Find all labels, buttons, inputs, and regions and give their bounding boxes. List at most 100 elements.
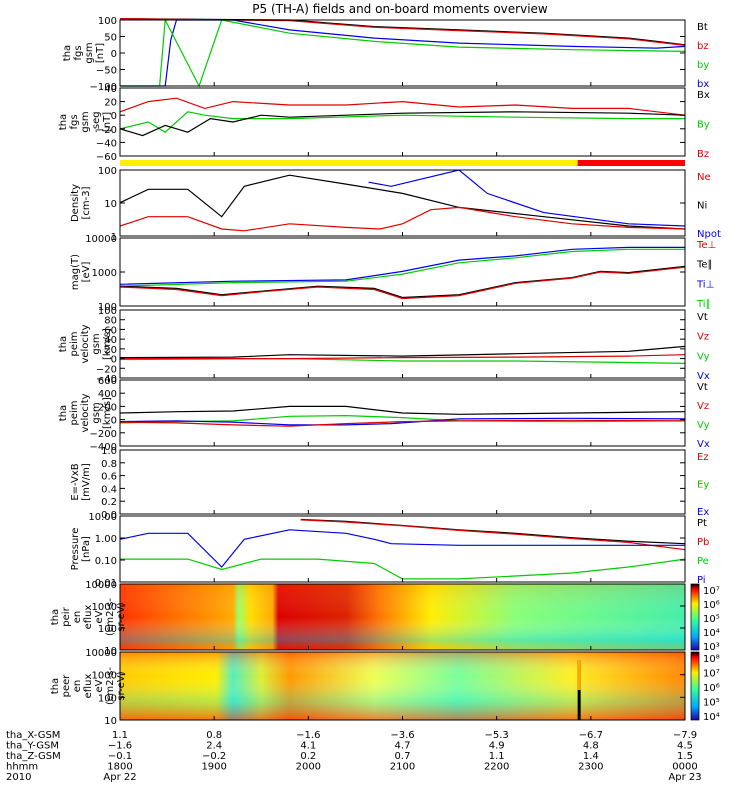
- x-tick-value: Apr 23: [668, 772, 701, 783]
- y-axis-label: [nT]: [95, 43, 106, 63]
- x-tick-value: 4.1: [300, 741, 316, 752]
- x-axis-labels: tha_X-GSMtha_Y-GSMtha_Z-GSMhhmm20101.1−1…: [6, 730, 702, 783]
- y-tick-label: 0.6: [101, 472, 117, 483]
- y-axis-label: Pressure: [70, 528, 81, 571]
- y-axis-label: peim: [69, 331, 80, 356]
- y-tick-label: −50: [96, 66, 117, 77]
- y-tick-label: −100: [90, 82, 117, 93]
- y-tick-label: 100: [98, 166, 117, 177]
- y-axis-label: tha: [50, 609, 61, 625]
- y-axis-label: peir: [61, 606, 72, 626]
- y-tick-label: −20: [96, 125, 117, 136]
- x-row-label: tha_Z-GSM: [6, 751, 61, 762]
- colorbar-label: 10⁴: [703, 628, 720, 639]
- y-tick-label: 0.4: [101, 484, 117, 495]
- y-tick-label: 10000: [85, 648, 117, 659]
- x-tick-value: 2300: [578, 762, 603, 773]
- series-pb: [300, 519, 686, 551]
- legend-0: Bx: [697, 90, 710, 101]
- legend-3: Pi: [697, 575, 706, 586]
- x-tick-value: 1.1: [489, 751, 505, 762]
- y-tick-label: 100: [98, 16, 117, 27]
- y-tick-label: 0.10: [95, 556, 117, 567]
- y-axis-label: [km/s]: [102, 397, 113, 429]
- y-axis-label: sr-eV): [116, 671, 127, 700]
- data-gap-stripe-top: [577, 660, 581, 690]
- legend-1: Vz: [697, 401, 709, 412]
- legend-2: Vy: [697, 420, 710, 431]
- status-bar-red: [577, 160, 685, 166]
- legend-1: Ey: [697, 480, 709, 491]
- legend-0: Bt: [697, 22, 708, 33]
- y-axis-label: eV: [94, 679, 105, 692]
- x-tick-value: 1.5: [677, 751, 693, 762]
- x-tick-value: 0000: [672, 762, 697, 773]
- y-tick-label: 10.00: [88, 512, 117, 523]
- legend-0: Te⊥: [696, 240, 716, 251]
- y-axis-label: velocity: [80, 393, 91, 432]
- legend-3: Vx: [697, 439, 710, 450]
- y-axis-label: fgs: [73, 45, 84, 60]
- y-tick-label: 100: [98, 302, 117, 313]
- series-vt: [119, 405, 686, 415]
- x-tick-value: 0.2: [300, 751, 316, 762]
- x-tick-value: −1.6: [108, 741, 132, 752]
- series-bz: [119, 97, 686, 116]
- legend-0: Vt: [697, 312, 708, 323]
- legend-2: Npot: [697, 229, 721, 240]
- y-tick-label: 0.2: [101, 497, 117, 508]
- panel-frame: [119, 309, 686, 379]
- x-tick-value: 4.8: [583, 741, 599, 752]
- y-axis-label: peer: [61, 674, 72, 698]
- series-by: [119, 111, 685, 133]
- y-axis-label: [nPa]: [81, 536, 92, 562]
- x-tick-value: −0.1: [108, 751, 132, 762]
- y-tick-label: 1000: [92, 602, 117, 613]
- y-tick-label: −200: [90, 429, 117, 440]
- legend-2: by: [697, 60, 709, 71]
- y-axis-label: Density: [70, 184, 81, 222]
- y-tick-label: 20: [104, 98, 117, 109]
- x-tick-value: 2200: [484, 762, 509, 773]
- x-tick-value: 1900: [201, 762, 226, 773]
- colorbar-label: 10⁴: [703, 712, 720, 723]
- colorbar: [690, 583, 700, 651]
- y-tick-label: 1: [111, 232, 117, 243]
- legend-0: Ne: [697, 172, 711, 183]
- panel-density: Ne Ni Npot 100 10 1 Density [cm-3]: [70, 166, 721, 243]
- series-ti: [119, 248, 685, 287]
- y-axis-label: eV: [94, 610, 105, 623]
- legend-1: Ni: [697, 201, 707, 212]
- legend-2: Pe: [697, 556, 709, 567]
- y-tick-label: −60: [96, 152, 117, 163]
- y-axis-label: [cm-3]: [81, 186, 92, 219]
- figure-title: P5 (TH-A) fields and on-board moments ov…: [252, 2, 548, 16]
- y-tick-label: 50: [104, 33, 117, 44]
- x-tick-value: 1.1: [112, 730, 128, 741]
- y-tick-label: 80: [104, 316, 117, 327]
- y-tick-label: 60: [104, 325, 117, 336]
- y-tick-label: 0: [111, 111, 117, 122]
- y-axis-label: gsm: [91, 333, 102, 354]
- y-axis-label: eflux: [83, 674, 94, 699]
- colorbar-label: 10⁶: [703, 683, 720, 694]
- y-axis-label: [km/s]: [102, 328, 113, 360]
- y-tick-label: 400: [98, 389, 117, 400]
- y-axis-label: fgs: [69, 114, 80, 129]
- y-tick-label: −40: [96, 374, 117, 385]
- y-axis-label: -seg: [91, 111, 102, 132]
- x-tick-value: 1.4: [583, 751, 599, 762]
- series-pe: [120, 558, 686, 580]
- legend-3: Vx: [697, 371, 710, 382]
- y-axis-label: peim: [69, 400, 80, 425]
- colorbar-label: 10⁶: [703, 600, 720, 611]
- panel-ion_spec: 10⁷ 10⁶ 10⁵ 10⁴ 10³ 10000 1000 100 10 tha peir en ef…: [50, 580, 720, 657]
- y-tick-label: 10: [104, 646, 117, 657]
- legend-0: Ez: [697, 452, 709, 463]
- series-pi: [119, 529, 685, 568]
- y-axis-label: (cm2-s-: [105, 598, 116, 636]
- y-axis-label: tha: [58, 114, 69, 130]
- spectrogram-shading: [120, 652, 685, 720]
- y-tick-label: 1.00: [95, 534, 117, 545]
